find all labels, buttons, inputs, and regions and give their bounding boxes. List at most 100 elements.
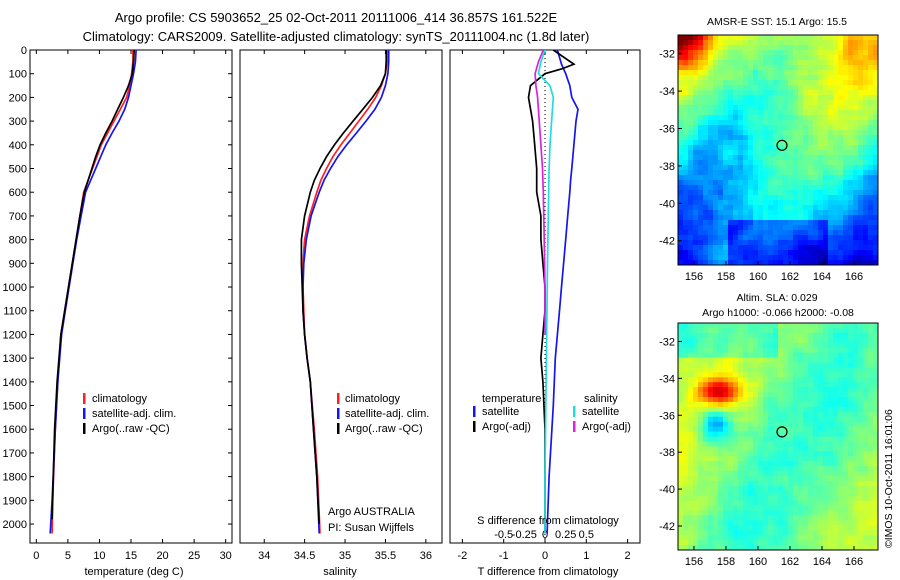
heatmap-cell [783,40,789,46]
heatmap-cell [748,235,754,241]
heatmap-cell [693,342,699,349]
heatmap-cell [843,540,849,546]
heatmap-cell [798,471,804,477]
heatmap-cell [678,40,684,46]
heatmap-cell [823,170,829,176]
heatmap-cell [813,520,819,526]
heatmap-cell [733,332,739,339]
heatmap-cell [803,205,809,211]
heatmap-cell [788,205,794,211]
heatmap-cell [693,461,699,467]
heatmap-cell [813,387,819,393]
heatmap-cell [788,35,794,41]
heatmap-cell [853,382,859,388]
heatmap-cell [808,125,814,131]
heatmap-cell [798,180,804,186]
heatmap-cell [853,235,859,241]
heatmap-cell [803,475,809,482]
heatmap-cell [853,160,859,166]
heatmap-cell [683,110,689,116]
heatmap-cell [748,230,754,236]
heatmap-cell [743,185,749,191]
legend-label: Argo(-adj) [582,421,631,433]
heatmap-cell [708,255,714,261]
heatmap-cell [838,200,844,206]
heatmap-cell [738,456,744,462]
heatmap-cell [728,35,734,41]
heatmap-cell [773,105,779,111]
heatmap-cell [733,155,739,161]
heatmap-cell [753,35,759,41]
heatmap-cell [723,431,729,438]
heatmap-cell [748,65,754,71]
heatmap-cell [728,100,734,106]
heatmap-cell [723,35,729,41]
heatmap-cell [843,490,849,497]
heatmap-cell [828,500,834,507]
legend-title-salinity: salinity [584,393,618,405]
heatmap-cell [728,401,734,408]
heatmap-cell [838,530,844,536]
heatmap-cell [748,240,754,246]
heatmap-cell [703,426,709,433]
heatmap-cell [773,451,779,457]
heatmap-cell [823,485,829,492]
heatmap-cell [688,230,694,236]
heatmap-cell [778,190,784,196]
heatmap-cell [718,250,724,256]
heatmap-cell [793,475,799,482]
heatmap-cell [803,145,809,151]
heatmap-cell [703,387,709,393]
heatmap-cell [788,392,794,398]
heatmap-cell [793,357,799,364]
heatmap-cell [798,125,804,131]
heatmap-cell [683,40,689,46]
heatmap-cell [868,466,874,472]
y-tick-label: 1700 [3,448,27,460]
heatmap-cell [828,406,834,413]
heatmap-cell [823,180,829,186]
heatmap-cell [843,372,849,378]
heatmap-cell [718,210,724,216]
heatmap-cell [718,115,724,121]
heatmap-cell [763,160,769,166]
heatmap-cell [818,150,824,156]
heatmap-cell [723,100,729,106]
heatmap-cell [698,446,704,452]
heatmap-cell [753,115,759,121]
heatmap-cell [708,377,714,383]
heatmap-cell [823,510,829,517]
heatmap-cell [683,75,689,81]
heatmap-cell [863,210,869,216]
heatmap-cell [823,130,829,136]
heatmap-cell [858,387,864,393]
heatmap-cell [833,436,839,443]
heatmap-cell [678,510,684,517]
heatmap-cell [848,392,854,398]
heatmap-cell [728,40,734,46]
heatmap-cell [703,545,709,550]
heatmap-cell [813,446,819,452]
y-tick-label: 1900 [3,495,27,507]
heatmap-cell [723,540,729,546]
heatmap-cell [718,352,724,359]
heatmap-cell [808,352,814,359]
heatmap-cell [753,352,759,359]
heatmap-cell [698,70,704,76]
heatmap-cell [818,347,824,354]
heatmap-cell [788,352,794,359]
heatmap-cell [723,220,729,226]
heatmap-cell [793,45,799,51]
heatmap-cell [718,337,724,344]
heatmap-cell [758,240,764,246]
heatmap-cell [843,327,849,334]
heatmap-cell [838,235,844,241]
heatmap-cell [863,155,869,161]
heatmap-cell [793,500,799,507]
heatmap-cell [828,45,834,51]
heatmap-cell [743,60,749,66]
heatmap-cell [873,323,878,329]
heatmap-cell [843,466,849,472]
heatmap-cell [838,337,844,344]
heatmap-cell [848,530,854,536]
